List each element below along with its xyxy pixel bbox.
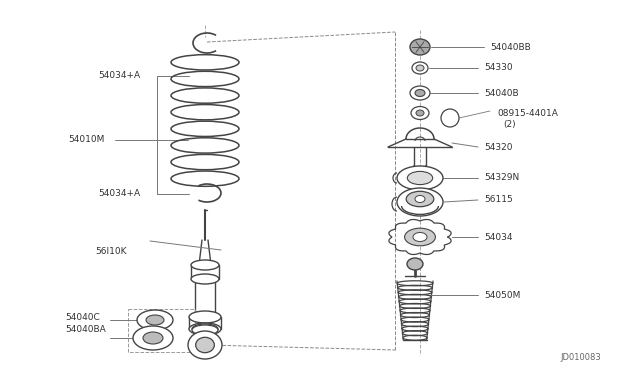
Ellipse shape — [397, 166, 443, 190]
Ellipse shape — [191, 260, 219, 270]
Text: JD010083: JD010083 — [560, 353, 601, 362]
Ellipse shape — [146, 315, 164, 325]
Text: 08915-4401A: 08915-4401A — [497, 109, 558, 118]
Ellipse shape — [191, 274, 219, 284]
Ellipse shape — [188, 331, 222, 359]
Ellipse shape — [133, 326, 173, 350]
Text: 54040BB: 54040BB — [490, 42, 531, 51]
Text: 54329N: 54329N — [484, 173, 519, 183]
Text: 56l10K: 56l10K — [95, 247, 127, 256]
Ellipse shape — [189, 311, 221, 323]
Text: 54330: 54330 — [484, 64, 513, 73]
Ellipse shape — [406, 191, 434, 207]
Ellipse shape — [413, 232, 427, 241]
Ellipse shape — [411, 106, 429, 119]
Ellipse shape — [415, 90, 425, 96]
Ellipse shape — [137, 310, 173, 330]
Text: (2): (2) — [503, 119, 516, 128]
Ellipse shape — [410, 39, 430, 55]
Text: 54010M: 54010M — [68, 135, 104, 144]
Ellipse shape — [192, 325, 218, 335]
Circle shape — [441, 109, 459, 127]
Ellipse shape — [397, 188, 443, 216]
Text: 54040B: 54040B — [484, 89, 518, 97]
Ellipse shape — [143, 332, 163, 344]
Text: 54034: 54034 — [484, 232, 513, 241]
Text: 54034+A: 54034+A — [98, 71, 140, 80]
Ellipse shape — [196, 337, 214, 353]
Ellipse shape — [192, 324, 218, 334]
Text: 54040BA: 54040BA — [65, 326, 106, 334]
Text: W: W — [446, 113, 454, 122]
Ellipse shape — [407, 171, 433, 185]
Text: 54320: 54320 — [484, 142, 513, 151]
Ellipse shape — [412, 62, 428, 74]
Ellipse shape — [407, 258, 423, 270]
Ellipse shape — [416, 65, 424, 71]
Text: 54040C: 54040C — [65, 314, 100, 323]
Ellipse shape — [410, 86, 430, 100]
Ellipse shape — [189, 323, 221, 335]
Text: 56115: 56115 — [484, 196, 513, 205]
Text: 54050M: 54050M — [484, 291, 520, 299]
Ellipse shape — [416, 110, 424, 116]
Text: 54034+A: 54034+A — [98, 189, 140, 199]
Ellipse shape — [404, 228, 435, 246]
Ellipse shape — [415, 196, 425, 202]
